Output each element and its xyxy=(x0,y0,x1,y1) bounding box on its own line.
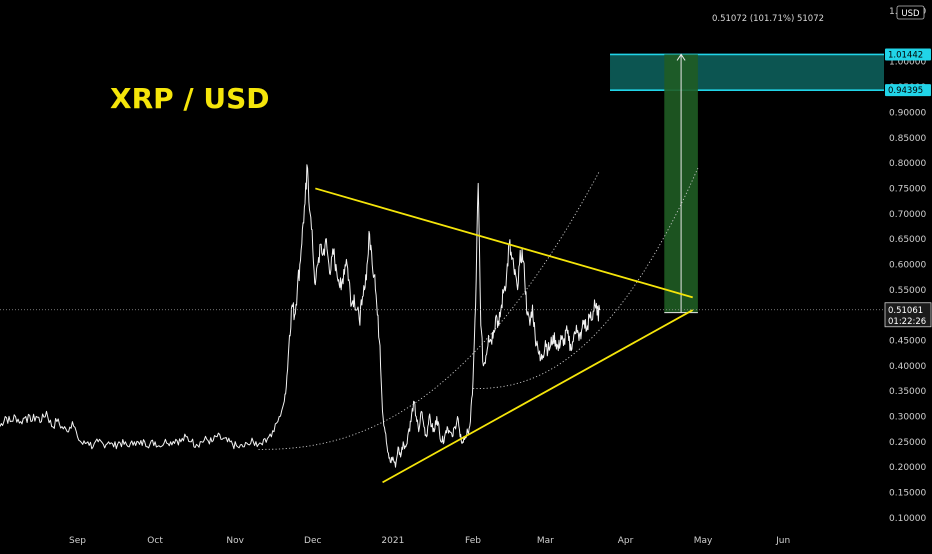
y-tick-label: 0.10000 xyxy=(889,514,926,524)
x-tick-label: Feb xyxy=(465,536,481,546)
target-zone-layer xyxy=(610,53,884,91)
price-line xyxy=(0,164,601,468)
triangle-lower-trendline xyxy=(382,309,694,484)
y-tick-label: 0.30000 xyxy=(889,413,926,423)
y-tick-label: 0.60000 xyxy=(889,260,926,270)
y-tick-label: 0.90000 xyxy=(889,108,926,118)
price-layer xyxy=(0,164,601,468)
time-axis[interactable]: Sep Oct Nov Dec 2021 Feb Mar Apr May Jun xyxy=(69,536,790,546)
currency-badge-bg xyxy=(896,5,925,20)
triangle-upper-trendline xyxy=(315,187,693,299)
y-tick-label: 0.75000 xyxy=(889,184,926,194)
y-tick-label: 0.70000 xyxy=(889,210,926,220)
measurement-label: 0.51072 (101.71%) 51072 xyxy=(712,14,824,24)
x-tick-label: Sep xyxy=(69,536,86,546)
y-tick-label: 0.40000 xyxy=(889,362,926,372)
measurement-arrow-head xyxy=(676,53,686,61)
countdown-badge: 01:22:26 xyxy=(888,317,926,327)
x-tick-label: Oct xyxy=(147,536,163,546)
y-tick-label: 0.15000 xyxy=(889,489,926,499)
y-tick-label: 0.35000 xyxy=(889,387,926,397)
target-low-badge-bg xyxy=(885,84,931,97)
parabolic-curve-2 xyxy=(473,168,699,390)
y-tick-label: 0.80000 xyxy=(889,159,926,169)
measurement-layer xyxy=(664,53,698,314)
target-high-badge: 1.01442 xyxy=(888,50,923,60)
y-tick-label: 1.00000 xyxy=(889,58,926,68)
current-price-badge-bg xyxy=(884,302,932,328)
x-tick-label: Apr xyxy=(618,536,634,546)
target-zone-rect xyxy=(610,54,884,91)
target-high-badge-bg xyxy=(885,48,931,61)
parabolic-curve-1 xyxy=(258,170,601,450)
y-tick-label: 0.45000 xyxy=(889,336,926,346)
y-tick-label: 0.85000 xyxy=(889,134,926,144)
y-tick-label: 0.20000 xyxy=(889,463,926,473)
current-price-badge: 0.51061 xyxy=(888,306,923,316)
currency-label: USD xyxy=(901,9,920,19)
y-tick-label: 0.65000 xyxy=(889,235,926,245)
y-tick-label: 0.55000 xyxy=(889,286,926,296)
chart-title: XRP / USD xyxy=(110,82,270,115)
x-tick-label: 2021 xyxy=(381,536,404,546)
x-tick-label: Jun xyxy=(775,536,790,546)
x-tick-label: Mar xyxy=(537,536,554,546)
x-tick-label: May xyxy=(694,536,713,546)
y-tick-label: 0.25000 xyxy=(889,438,926,448)
triangle-layer[interactable] xyxy=(315,187,694,484)
target-low-badge: 0.94395 xyxy=(888,86,923,96)
x-tick-label: Dec xyxy=(304,536,321,546)
x-tick-label: Nov xyxy=(226,536,244,546)
curve-layer xyxy=(258,168,699,450)
